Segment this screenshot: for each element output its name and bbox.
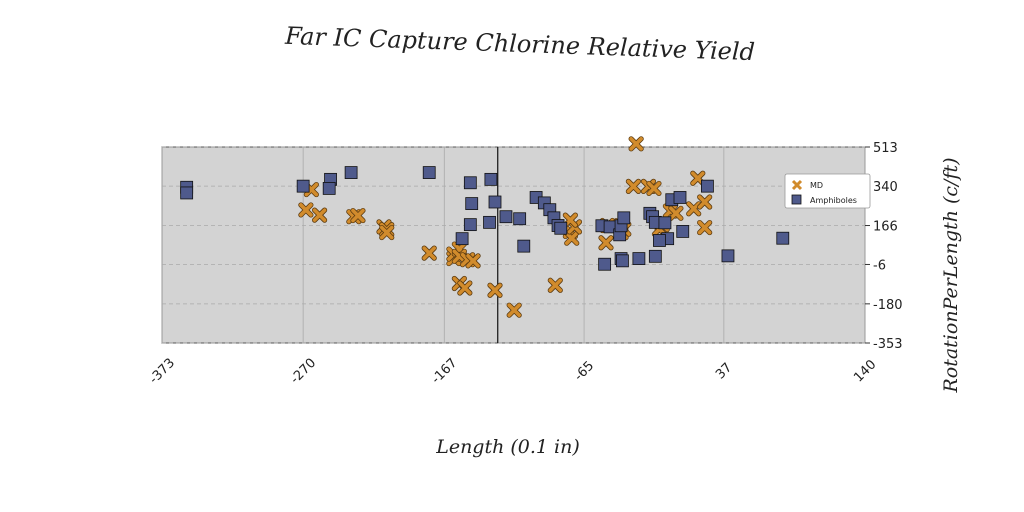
- md-point: [379, 224, 395, 241]
- md-point: [457, 280, 473, 296]
- x-axis-label: Length (0.1 in): [435, 436, 580, 458]
- md-point: [628, 136, 644, 152]
- y-tick-label: -6: [873, 258, 886, 273]
- md-point: [686, 201, 702, 217]
- amphiboles-point: [422, 166, 436, 179]
- amphiboles-point: [180, 186, 194, 200]
- amphiboles-point: [673, 191, 687, 204]
- amphiboles-point: [517, 239, 531, 253]
- md-point: [646, 180, 662, 197]
- y-tick-label: 340: [873, 180, 898, 195]
- md-point: [350, 207, 366, 224]
- amphiboles-point: [648, 249, 662, 263]
- md-point: [625, 178, 642, 194]
- amphiboles-point: [488, 195, 502, 209]
- amphiboles-point: [463, 176, 477, 190]
- y-tick-label: -353: [873, 337, 903, 352]
- x-axis-ticks: -373 -270 -167 -65 37 140: [147, 356, 880, 387]
- legend-marker-md: [791, 179, 803, 191]
- legend-marker-amphiboles: [791, 194, 802, 205]
- amphiboles-point: [616, 254, 629, 268]
- amphiboles-point: [513, 212, 527, 226]
- y-tick-label: 513: [873, 141, 898, 156]
- md-point: [298, 202, 314, 218]
- legend: MD Amphiboles: [784, 173, 871, 209]
- md-point: [487, 282, 503, 298]
- data-points: [180, 136, 790, 318]
- amphiboles-point: [658, 216, 672, 230]
- x-tick-label: -65: [572, 359, 598, 385]
- x-tick-label: -373: [147, 356, 178, 387]
- md-point: [421, 245, 437, 261]
- amphiboles-point: [653, 234, 666, 247]
- amphiboles-point: [499, 210, 513, 224]
- amphiboles-point: [322, 182, 336, 195]
- amphiboles-point: [676, 225, 690, 238]
- y-axis-label: RotationPerLength (c/ft): [940, 157, 962, 393]
- md-point: [598, 235, 614, 251]
- amphiboles-point: [554, 221, 568, 235]
- legend-label-md: MD: [810, 181, 823, 190]
- x-tick-label: 37: [713, 360, 735, 382]
- plot-area: [161, 136, 866, 344]
- amphiboles-point: [484, 172, 498, 186]
- md-point: [311, 207, 328, 223]
- x-tick-label: -270: [288, 356, 319, 387]
- md-point: [697, 194, 713, 210]
- chart-title: Far IC Capture Chlorine Relative Yield: [284, 22, 756, 66]
- amphiboles-point: [455, 232, 469, 246]
- x-tick-label: 140: [851, 357, 879, 385]
- md-point: [506, 302, 522, 318]
- amphiboles-point: [598, 257, 612, 271]
- amphiboles-point: [344, 166, 358, 179]
- md-point: [465, 253, 481, 269]
- amphiboles-point: [776, 231, 790, 245]
- amphiboles-point: [632, 252, 646, 265]
- amphiboles-point: [296, 179, 310, 193]
- amphiboles-point: [701, 179, 714, 193]
- y-tick-label: 166: [873, 220, 898, 235]
- amphiboles-point: [617, 211, 631, 225]
- legend-box: [784, 173, 871, 209]
- y-tick-label: -180: [873, 298, 903, 313]
- md-point: [564, 230, 580, 246]
- amphiboles-point: [465, 197, 479, 210]
- grid-lines: [161, 146, 866, 344]
- x-tick-label: -167: [429, 356, 460, 387]
- amphiboles-point: [463, 218, 477, 232]
- y-axis-ticks: -353 -180 -6 166 340 513: [865, 141, 903, 352]
- md-point: [697, 219, 713, 236]
- md-point: [668, 205, 684, 221]
- legend-label-amphiboles: Amphiboles: [810, 196, 857, 205]
- md-point: [547, 277, 563, 293]
- amphiboles-point: [721, 249, 735, 263]
- amphiboles-point: [483, 215, 496, 229]
